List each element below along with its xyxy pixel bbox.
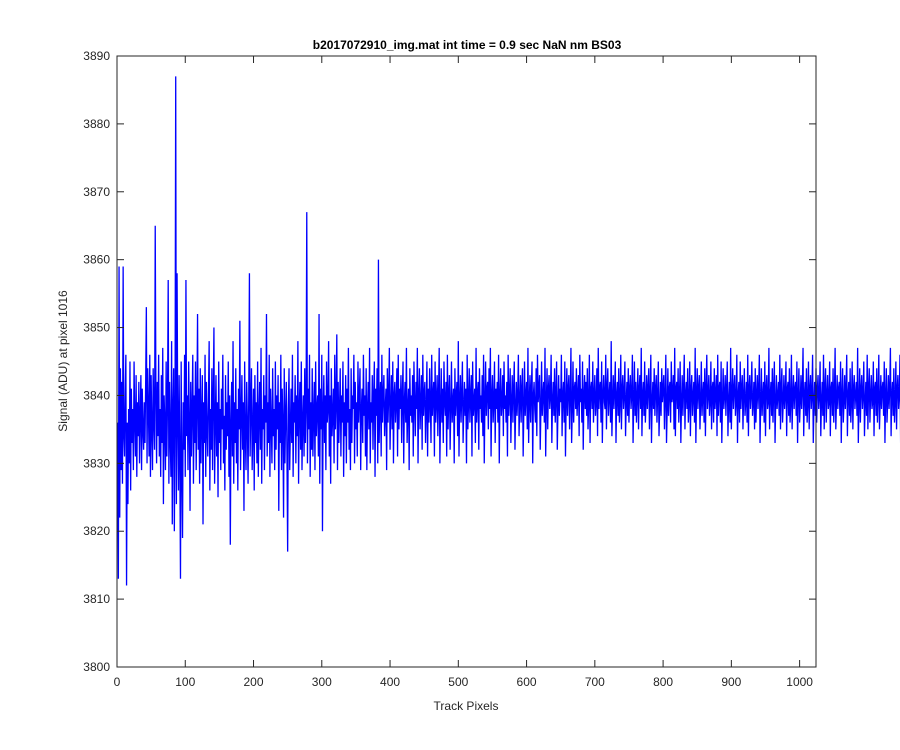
x-tick-label: 1000 (786, 675, 813, 689)
y-axis-ticks: 3800 3810 3820 3830 3840 3850 3860 3870 3880 3890 (83, 49, 816, 674)
axes-box (116, 55, 817, 668)
x-tick-label: 200 (244, 675, 264, 689)
x-tick-label: 100 (175, 675, 195, 689)
y-tick-label: 3830 (83, 456, 110, 470)
y-tick-label: 3800 (83, 660, 110, 674)
x-tick-label: 0 (114, 675, 121, 689)
x-tick-label: 800 (653, 675, 673, 689)
series-line-0 (117, 76, 900, 586)
y-tick-label: 3850 (83, 321, 110, 335)
y-tick-label: 3810 (83, 592, 110, 606)
x-tick-label: 500 (448, 675, 468, 689)
y-tick-label: 3840 (83, 388, 110, 402)
x-tick-label: 700 (585, 675, 605, 689)
y-axis-label: Signal (ADU) at pixel 1016 (56, 290, 70, 432)
y-tick-label: 3890 (83, 49, 110, 63)
series-layer (117, 76, 900, 586)
y-tick-label: 3820 (83, 524, 110, 538)
x-tick-label: 900 (721, 675, 741, 689)
y-tick-label: 3870 (83, 185, 110, 199)
chart-title: b2017072910_img.mat int time = 0.9 sec N… (313, 38, 622, 52)
x-axis-label: Track Pixels (434, 699, 499, 713)
y-tick-label: 3860 (83, 253, 110, 267)
x-tick-label: 600 (517, 675, 537, 689)
x-tick-label: 400 (380, 675, 400, 689)
x-tick-label: 300 (312, 675, 332, 689)
x-axis-ticks: 0 100 200 300 400 500 600 700 800 900 1000 (114, 56, 813, 689)
y-tick-label: 3880 (83, 117, 110, 131)
